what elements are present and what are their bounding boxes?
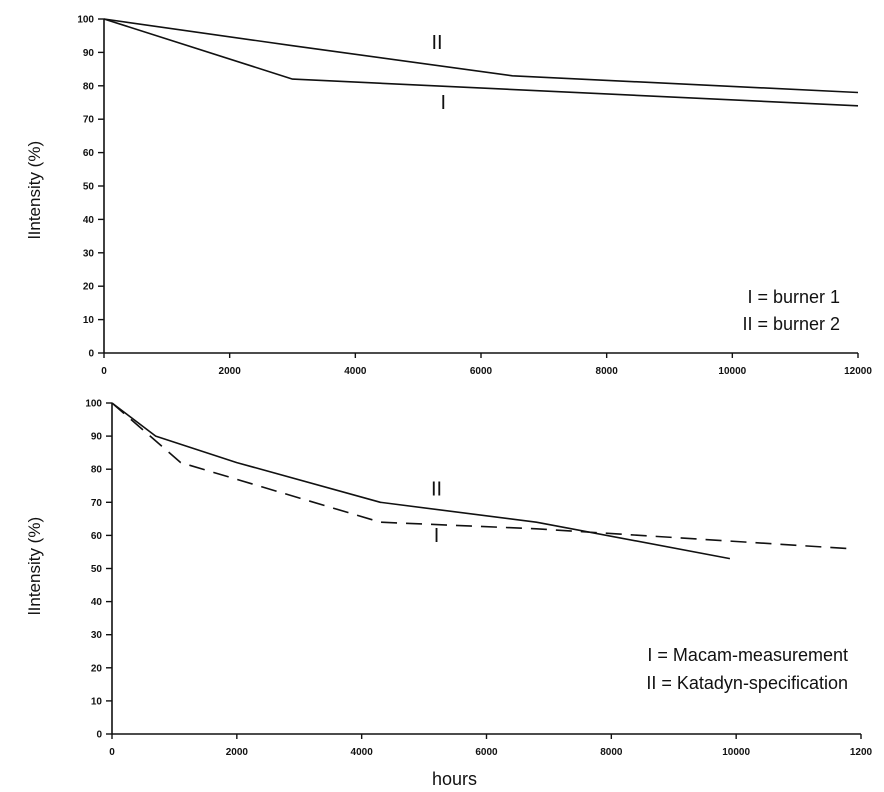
curve-label: I [434, 525, 440, 547]
y-tick-label: 70 [91, 498, 103, 509]
y-tick-label: 90 [83, 48, 95, 59]
y-tick-label: 10 [91, 696, 103, 707]
y-tick-label: 80 [83, 81, 95, 92]
x-tick-label: 4000 [351, 747, 374, 758]
x-tick-label: 2000 [219, 366, 242, 377]
x-tick-label: 6000 [475, 747, 498, 758]
y-tick-label: 50 [91, 564, 103, 575]
y-tick-label: 40 [83, 215, 95, 226]
x-tick-label: 8000 [600, 747, 623, 758]
y-axis-label: lIntensity (%) [25, 141, 44, 239]
curve-label: II [431, 479, 442, 501]
y-tick-label: 100 [77, 15, 94, 26]
y-tick-label: 20 [83, 282, 95, 293]
x-tick-label: 10000 [718, 366, 746, 377]
y-tick-label: 60 [83, 148, 95, 159]
y-tick-label: 100 [85, 399, 102, 410]
legend-entry: II = burner 2 [742, 314, 840, 334]
x-tick-label: 0 [109, 747, 115, 758]
legend-entry: II = Katadyn-specification [646, 673, 848, 693]
y-axis-label: lIntensity (%) [25, 517, 44, 615]
legend-entry: I = Macam-measurement [647, 645, 848, 665]
series-line-i [111, 402, 849, 550]
y-tick-label: 50 [83, 182, 95, 193]
x-tick-label: 10000 [722, 747, 750, 758]
x-tick-label: 6000 [470, 366, 493, 377]
series-line-i [103, 18, 859, 107]
curve-label: II [431, 32, 442, 54]
chart-panel-2: 0 10 20 30 40 50 60 70 80 90 100 0 2000 4000 6000 8000 1… [25, 399, 873, 790]
y-tick-label: 80 [91, 465, 103, 476]
series-line-ii [111, 402, 731, 560]
y-tick-label: 30 [91, 630, 103, 641]
curve-label: I [441, 92, 447, 114]
x-tick-label: 4000 [344, 366, 367, 377]
x-tick-label: 2000 [226, 747, 249, 758]
legend-entry: I = burner 1 [747, 287, 840, 307]
chart-panel-1: 0 10 20 30 40 50 60 70 80 90 100 0 2000 4000 6000 8000 1… [25, 15, 872, 378]
y-tick-label: 30 [83, 248, 95, 259]
y-tick-label: 70 [83, 115, 95, 126]
y-tick-label: 90 [91, 432, 103, 443]
x-axis-label: hours [432, 769, 477, 789]
y-tick-label: 10 [83, 315, 95, 326]
y-tick-label: 40 [91, 597, 103, 608]
y-tick-label: 0 [96, 730, 102, 741]
y-tick-label: 0 [88, 349, 94, 360]
x-tick-label: 8000 [596, 366, 619, 377]
x-tick-label: 0 [101, 366, 107, 377]
series-line-ii [103, 18, 859, 94]
x-tick-label: 12000 [844, 366, 872, 377]
y-tick-label: 20 [91, 663, 103, 674]
x-tick-label: 1200 [850, 747, 873, 758]
y-tick-label: 60 [91, 531, 103, 542]
